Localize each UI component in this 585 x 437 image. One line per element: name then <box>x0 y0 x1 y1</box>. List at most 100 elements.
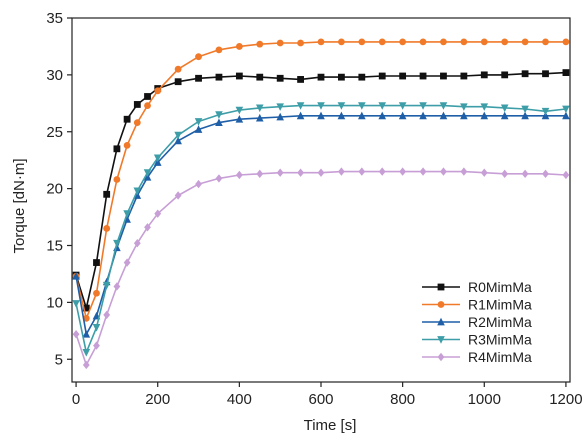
data-point <box>541 107 550 116</box>
data-point <box>460 167 468 176</box>
data-point <box>123 142 131 149</box>
series-R2MimMa <box>72 111 570 338</box>
data-point <box>194 118 203 126</box>
data-point <box>317 102 325 110</box>
data-point <box>521 169 529 179</box>
data-point <box>72 300 80 308</box>
series-layer <box>72 38 570 370</box>
data-point <box>460 38 468 46</box>
legend-marker <box>437 301 445 308</box>
data-point <box>337 102 346 110</box>
data-point <box>194 125 203 133</box>
data-point <box>174 131 182 140</box>
data-point <box>317 38 325 46</box>
data-point <box>123 115 131 123</box>
data-point <box>500 104 509 113</box>
data-point <box>276 39 284 47</box>
data-point <box>123 258 131 267</box>
data-point <box>398 102 407 110</box>
data-point <box>255 104 264 113</box>
data-point <box>92 324 101 332</box>
data-point <box>215 46 223 54</box>
legend-label: R2MimMa <box>468 314 532 330</box>
data-point <box>82 349 91 357</box>
legend-marker <box>437 317 445 326</box>
data-point <box>235 115 244 123</box>
data-point <box>153 154 162 163</box>
series-R4MimMa <box>72 167 570 370</box>
data-point <box>143 169 152 177</box>
data-point <box>235 106 244 115</box>
data-point <box>460 72 468 80</box>
data-point <box>113 176 121 183</box>
axis-layer: 0 200 400 600 800 1000 1200 5 10 15 20 25 30 35 <box>46 10 582 408</box>
data-point <box>276 168 284 177</box>
data-point <box>480 111 489 120</box>
data-point <box>338 73 345 81</box>
data-point <box>317 73 325 81</box>
data-point <box>195 74 202 82</box>
data-point <box>419 167 427 176</box>
data-point <box>460 103 468 111</box>
data-point <box>113 282 121 291</box>
data-point <box>562 170 570 180</box>
legend-item: R0MimMa <box>422 279 532 295</box>
data-point <box>419 111 427 120</box>
data-point <box>378 111 387 120</box>
data-point <box>521 111 529 120</box>
data-point <box>82 360 90 370</box>
data-point <box>562 111 570 120</box>
data-point <box>93 289 100 297</box>
data-point <box>440 72 447 80</box>
x-tick-label: 0 <box>72 391 80 408</box>
data-point <box>480 38 488 46</box>
data-point <box>542 169 549 179</box>
data-point <box>501 38 509 46</box>
y-tick-label: 35 <box>46 10 63 27</box>
data-point <box>82 330 91 338</box>
data-point <box>133 187 142 196</box>
data-point <box>419 72 427 80</box>
data-point <box>102 281 111 290</box>
data-point <box>358 111 366 120</box>
data-point <box>398 111 407 120</box>
data-point <box>378 38 386 46</box>
data-point <box>195 53 202 61</box>
legend-label: R3MimMa <box>468 332 532 348</box>
data-point <box>440 38 447 46</box>
legend-label: R4MimMa <box>468 349 532 365</box>
x-axis-title: Time [s] <box>304 417 357 434</box>
data-point <box>82 304 90 312</box>
series-R3MimMa <box>72 102 570 357</box>
data-point <box>93 341 100 350</box>
series-R1MimMa <box>72 38 570 322</box>
data-point <box>174 136 182 145</box>
data-point <box>337 111 346 120</box>
data-point <box>276 74 284 82</box>
data-point <box>93 259 100 266</box>
data-point <box>174 191 182 200</box>
data-point <box>296 111 305 120</box>
x-tick-label: 600 <box>308 391 333 408</box>
data-point <box>419 38 427 46</box>
data-point <box>174 65 182 73</box>
data-point <box>480 168 488 177</box>
data-point <box>317 168 325 177</box>
y-axis-title: Torque [dN·m] <box>11 158 28 253</box>
data-point <box>103 190 111 198</box>
data-point <box>501 169 509 179</box>
data-point <box>297 76 304 83</box>
data-point <box>562 69 570 76</box>
data-point <box>276 112 284 121</box>
data-point <box>358 167 366 176</box>
data-point <box>174 78 182 86</box>
legend-label: R1MimMa <box>468 297 532 313</box>
y-tick-label: 15 <box>46 238 63 255</box>
data-point <box>72 330 80 339</box>
data-point <box>439 102 448 110</box>
data-point <box>399 167 407 176</box>
data-point <box>317 111 325 120</box>
data-point <box>297 168 304 177</box>
data-point <box>521 105 529 114</box>
